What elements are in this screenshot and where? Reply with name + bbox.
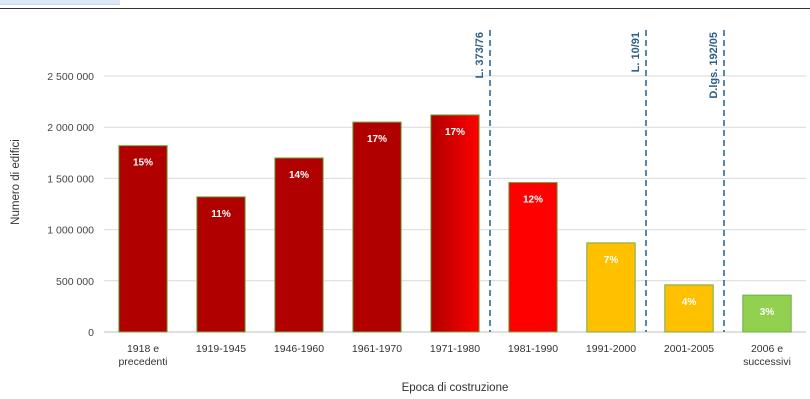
- x-tick-label: 1971-1980: [430, 343, 480, 355]
- data-label: 14%: [289, 170, 309, 181]
- data-label: 15%: [133, 158, 153, 169]
- bar: [352, 121, 402, 333]
- x-tick-label: 1961-1970: [352, 343, 402, 355]
- bar: [430, 114, 480, 333]
- y-tick-label: 1 000 000: [47, 225, 94, 237]
- reference-lines: L. 373/76 L. 10/91 D.lgs. 192/05: [474, 30, 725, 332]
- y-tick-label: 500 000: [56, 276, 94, 288]
- x-tick-label: 2001-2005: [664, 343, 714, 355]
- y-tick-label: 1 500 000: [47, 173, 94, 185]
- x-tick-label: 2006 e successivi: [743, 343, 791, 368]
- bar: [586, 242, 636, 333]
- y-tick-label: 2 000 000: [47, 122, 94, 134]
- bar: [118, 145, 168, 333]
- reference-line-label: L. 10/91: [630, 32, 642, 72]
- x-axis-title: Epoca di costruzione: [402, 382, 509, 394]
- bar: [508, 181, 558, 333]
- data-label: 3%: [760, 307, 775, 318]
- header-rule: [0, 8, 810, 9]
- data-label: 17%: [367, 134, 387, 145]
- bar: [196, 196, 246, 333]
- labels: 15% 1918 e precedenti 11% 1919-1945 14% 1946-1…: [118, 127, 790, 368]
- y-tick-label: 0: [88, 327, 94, 339]
- y-tick-label: 2 500 000: [47, 71, 94, 83]
- x-tick-label: 1918 e precedenti: [118, 343, 167, 368]
- x-tick-label: 1991-2000: [586, 343, 636, 355]
- bar: [274, 157, 324, 333]
- data-label: 7%: [604, 255, 619, 266]
- x-tick-label: 1919-1945: [196, 343, 246, 355]
- reference-line-label: L. 373/76: [474, 32, 486, 78]
- bar: [742, 294, 792, 333]
- y-axis-title: Numero di edifici: [10, 139, 22, 225]
- bar: [664, 284, 714, 333]
- data-label: 4%: [682, 297, 697, 308]
- x-tick-label: 1946-1960: [274, 343, 324, 355]
- data-label: 12%: [523, 194, 543, 205]
- data-label: 17%: [445, 127, 465, 138]
- data-label: 11%: [211, 209, 231, 220]
- header-tab: [0, 0, 120, 5]
- bars: [118, 114, 792, 333]
- x-tick-label: 1981-1990: [508, 343, 558, 355]
- reference-line-label: D.lgs. 192/05: [708, 32, 720, 99]
